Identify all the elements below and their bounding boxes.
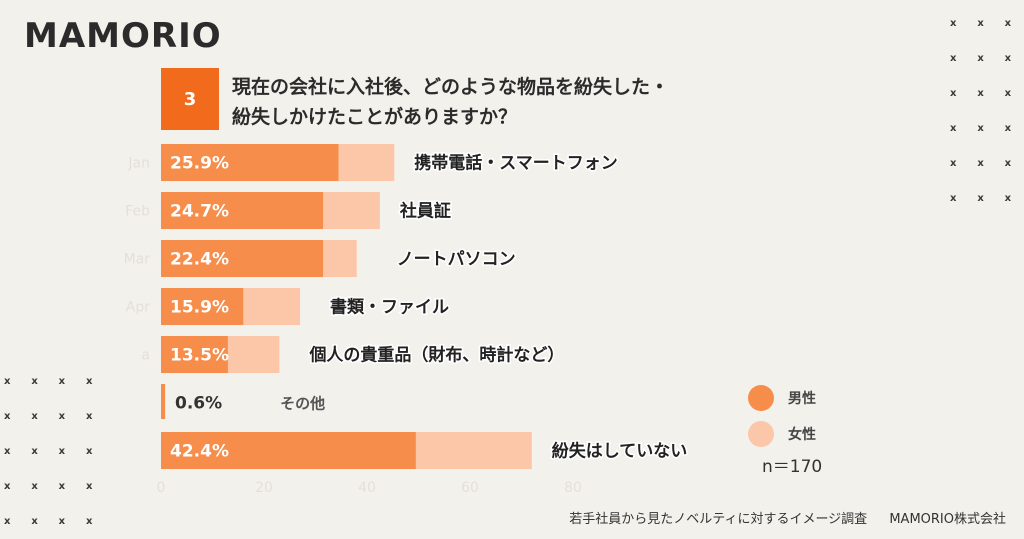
question-line-2: 紛失しかけたことがありますか？ — [232, 106, 518, 128]
bar-female — [338, 144, 395, 181]
y-tick-label: Apr — [126, 300, 150, 316]
sample-size: n＝170 — [762, 457, 823, 477]
data-label: 24.7% — [170, 202, 229, 222]
category-label: 社員証 — [399, 201, 451, 222]
bar-male — [161, 144, 339, 181]
bar-female — [415, 432, 532, 469]
legend: 男性 女性 — [748, 380, 816, 452]
bar-male — [161, 240, 324, 277]
x-tick-label: 80 — [564, 480, 582, 496]
question-number-badge: 3 — [161, 68, 219, 130]
bar-female — [323, 240, 357, 277]
data-label: 22.4% — [170, 250, 229, 270]
x-tick-label: 40 — [358, 480, 376, 496]
x-tick-label: 0 — [157, 480, 166, 496]
x-tick-label: 20 — [255, 480, 273, 496]
bar-male — [161, 192, 324, 229]
data-label: 42.4% — [170, 442, 229, 462]
mamorio-logo: MAMORIO — [24, 16, 222, 56]
legend-label-male: 男性 — [788, 391, 816, 407]
data-label: 25.9% — [170, 154, 229, 174]
question-line-1: 現在の会社に入社後、どのような物品を紛失した・ — [232, 76, 670, 98]
category-label: 紛失はしていない — [552, 441, 688, 462]
x-tick-label: 60 — [461, 480, 479, 496]
bar-male — [161, 384, 166, 419]
bar-female — [227, 336, 280, 373]
footer-company: MAMORIO株式会社 — [889, 512, 1006, 527]
legend-swatch-female — [748, 421, 774, 447]
data-label: 13.5% — [170, 346, 229, 366]
category-label: ノートパソコン — [397, 250, 516, 270]
footer-survey-title: 若手社員から見たノベルティに対するイメージ調査 — [569, 512, 868, 527]
y-tick-label: Jan — [127, 156, 150, 172]
bar-male — [161, 336, 228, 373]
y-tick-label: a — [141, 348, 150, 364]
legend-label-female: 女性 — [788, 427, 816, 443]
data-label: 15.9% — [170, 298, 229, 318]
category-label: その他 — [280, 395, 325, 413]
data-label: 0.6% — [175, 394, 222, 414]
category-label: 書類・ファイル — [330, 297, 449, 318]
decorative-dots-right: x x x x x x x x x x x x x x x x x x — [950, 18, 1012, 204]
bar-female — [323, 192, 380, 229]
bar-male — [161, 288, 244, 325]
category-label: 個人の貴重品（財布、時計など） — [308, 345, 564, 366]
y-tick-label: Feb — [125, 204, 150, 220]
bar-female — [243, 288, 301, 325]
legend-swatch-male — [748, 385, 774, 411]
legend-item-female: 女性 — [748, 416, 816, 452]
footer: 若手社員から見たノベルティに対するイメージ調査 MAMORIO株式会社 — [551, 508, 1006, 527]
bar-male — [161, 432, 416, 469]
question-text: 現在の会社に入社後、どのような物品を紛失した・ 紛失しかけたことがありますか？ — [232, 72, 752, 132]
y-tick-label: Mar — [124, 252, 151, 268]
decorative-dots-left: x x x x x x x x x x x x x x x x x x x x — [4, 376, 93, 527]
category-label: 携帯電話・スマートフォン — [414, 153, 618, 174]
legend-item-male: 男性 — [748, 380, 816, 416]
